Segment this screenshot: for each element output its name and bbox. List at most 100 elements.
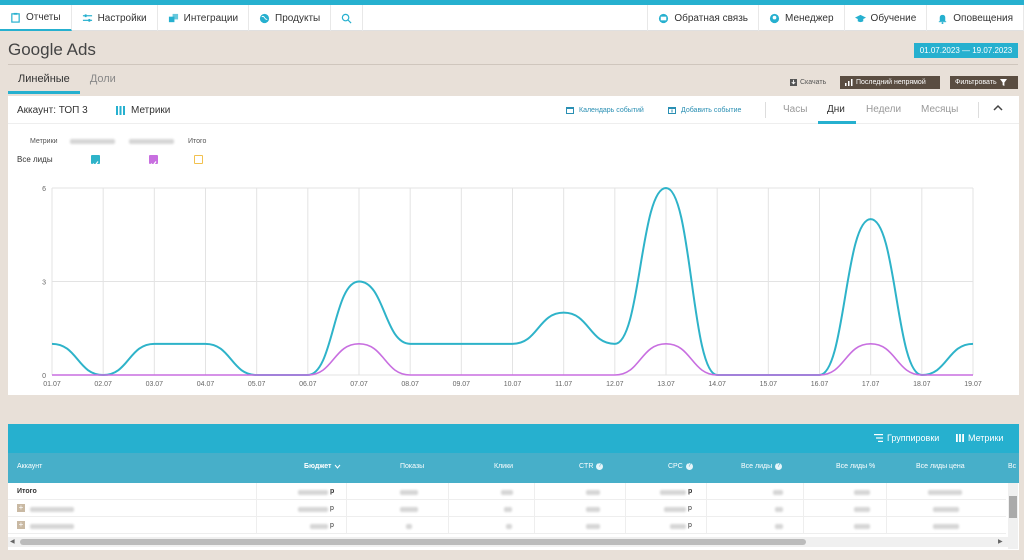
tab-linear[interactable]: Линейные [8,70,80,94]
collapse-chart-button[interactable] [993,103,1003,114]
total-checkbox[interactable] [194,155,203,164]
expand-row-icon[interactable]: + [17,503,25,512]
columns-icon [116,106,125,115]
x-tick-label: 14.07 [708,381,726,388]
horizontal-scroll-thumb[interactable] [20,539,806,545]
x-tick-label: 02.07 [94,381,112,388]
redacted-impressions [400,490,418,495]
col-account[interactable]: Аккаунт [17,463,42,470]
table-row-total[interactable]: Итого р р [8,483,1006,500]
col-clicks[interactable]: Клики [494,463,513,470]
chart-panel: Аккаунт: ТОП 3 Метрики Календарь событий… [8,96,1019,395]
chart-panel-header: Аккаунт: ТОП 3 Метрики Календарь событий… [8,96,1019,124]
title-divider [8,64,1018,65]
col-budget[interactable]: Бюджет [304,463,341,470]
col-all-leads-price-label: Все лиды цена [916,463,965,470]
add-event-link[interactable]: Добавить событие [668,106,741,114]
cell-separator [448,500,449,517]
table-metrics-button[interactable]: Метрики [956,433,1003,443]
period-hours[interactable]: Часы [783,104,808,115]
info-icon: ? [685,463,693,470]
cell-separator [886,500,887,517]
col-budget-label: Бюджет [304,463,332,470]
series-1-checkbox[interactable] [91,155,100,167]
expand-row-icon[interactable]: + [17,520,25,529]
filter-label: Фильтровать [955,79,997,86]
manager-icon [769,13,780,23]
col-all-leads-percent[interactable]: Все лиды % [836,463,875,470]
period-months[interactable]: Месяцы [921,104,959,115]
legend-series-2-name [129,139,174,144]
puzzle-icon [168,13,178,22]
scroll-left-arrow-icon[interactable]: ◀ [10,539,15,545]
cell-separator [534,483,535,500]
col-all-leads-label: Все лиды [741,463,773,470]
table-row[interactable]: + р р [8,500,1006,517]
table-row[interactable]: + р р [8,517,1006,534]
redacted-clicks [504,507,512,512]
period-weeks[interactable]: Недели [866,104,902,115]
account-selector[interactable]: Аккаунт: ТОП 3 [17,105,88,116]
download-icon [790,79,797,86]
table-vertical-scrollbar[interactable] [1008,483,1018,549]
redacted-cpc [670,524,686,529]
legend-row-all-leads: Все лиды [17,155,53,164]
table-horizontal-scrollbar[interactable]: ◀ ▶ [8,537,1008,547]
currency-label: р [688,522,692,529]
download-button[interactable]: Скачать [785,76,831,89]
col-all-leads[interactable]: Все лиды? [741,463,783,470]
settings-sliders-icon [82,13,92,22]
vertical-scroll-thumb[interactable] [1009,496,1017,518]
legend-series-1-name [70,139,115,144]
col-impressions[interactable]: Показы [400,463,424,470]
date-range-picker[interactable]: 01.07.2023 — 19.07.2023 [914,43,1018,58]
chart-tabs: Линейные Доли [8,70,126,94]
feedback-icon [659,13,669,23]
redacted-budget [310,524,328,529]
attribution-model-button[interactable]: Последний непрямой [840,76,940,89]
cell-separator [706,500,707,517]
nav-search[interactable] [331,5,364,31]
col-all-leads-price[interactable]: Все лиды цена [916,463,965,470]
redacted-impressions [400,507,418,512]
data-table-panel: Группировки Метрики Аккаунт Бюджет Показ… [8,424,1019,550]
groupings-button[interactable]: Группировки [874,433,939,443]
clipboard-icon [11,12,20,23]
nav-manager[interactable]: Менеджер [759,5,845,31]
nav-notifications[interactable]: Оповещения [927,5,1024,31]
events-calendar-link[interactable]: Календарь событий [566,106,644,114]
scroll-right-arrow-icon[interactable]: ▶ [998,539,1003,545]
col-ctr[interactable]: CTR? [579,463,604,470]
currency-label: р [688,505,692,512]
nav-reports[interactable]: Отчеты [0,5,72,31]
nav-products[interactable]: Продукты [249,5,332,31]
cell-separator [803,483,804,500]
col-all-leads-percent-label: Все лиды % [836,463,876,470]
col-cpc[interactable]: CPC? [668,463,693,470]
nav-settings[interactable]: Настройки [72,5,158,31]
funnel-icon [999,79,1007,86]
cell-separator [448,483,449,500]
col-account-label: Аккаунт [17,463,43,470]
globe-icon [259,13,270,23]
chevron-up-icon [993,104,1003,111]
redacted-account-name [30,524,74,529]
nav-feedback-label: Обратная связь [674,12,749,24]
col-truncated[interactable]: Вс [1008,463,1016,470]
cell-separator [886,483,887,500]
period-days[interactable]: Дни [827,104,845,115]
currency-label: р [330,488,335,495]
metrics-selector[interactable]: Метрики [116,105,170,116]
nav-feedback[interactable]: Обратная связь [647,5,760,31]
filter-button[interactable]: Фильтровать [950,76,1018,89]
redacted-budget [298,490,328,495]
bell-icon [939,14,947,24]
attribution-model-label: Последний непрямой [856,79,926,86]
download-label: Скачать [800,79,827,86]
total-label: Итого [17,488,37,495]
series-2-checkbox[interactable] [149,155,158,167]
nav-learning[interactable]: Обучение [845,5,928,31]
tab-shares[interactable]: Доли [89,73,116,85]
nav-integrations[interactable]: Интеграции [158,5,250,31]
table-toolbar: Группировки Метрики [8,424,1019,453]
